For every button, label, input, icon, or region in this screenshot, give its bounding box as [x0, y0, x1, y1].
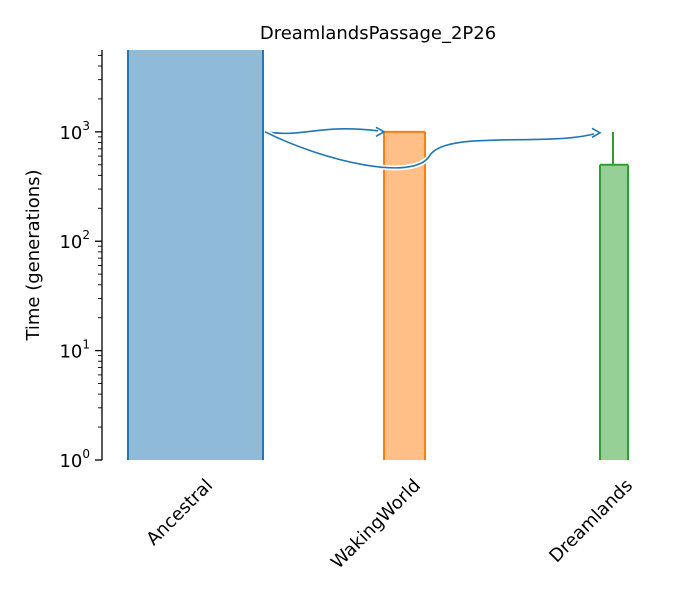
- x-label-ancestral: Ancestral: [142, 475, 217, 550]
- chart-title: DreamlandsPassage_2P26: [260, 23, 496, 44]
- deme-ancestral-body: [128, 50, 263, 460]
- y-tick-label-0: 100: [59, 447, 90, 472]
- x-label-dreamlands: Dreamlands: [545, 475, 637, 567]
- migration-halo-ancestral-to-dreamlands: [263, 129, 595, 171]
- migration-arrowhead-dreamlands: [591, 127, 602, 139]
- y-tick-label-2: 102: [59, 228, 90, 253]
- deme-wakingworld-body: [384, 131, 425, 460]
- y-axis-label: Time (generations): [23, 169, 44, 341]
- migration-arrowhead-wakingworld: [375, 126, 386, 138]
- migration-ancestral-to-dreamlands: [264, 131, 595, 169]
- plot-area: [127, 50, 629, 460]
- y-tick-label-3: 103: [59, 119, 90, 144]
- x-axis-labels: Ancestral WakingWorld Dreamlands: [142, 475, 637, 573]
- y-tick-label-1: 101: [59, 338, 90, 363]
- y-axis: 100 101 102 103: [59, 50, 103, 472]
- deme-dreamlands-body: [600, 164, 628, 460]
- x-label-wakingworld: WakingWorld: [327, 475, 425, 573]
- migration-ancestral-to-wakingworld: [264, 128, 379, 135]
